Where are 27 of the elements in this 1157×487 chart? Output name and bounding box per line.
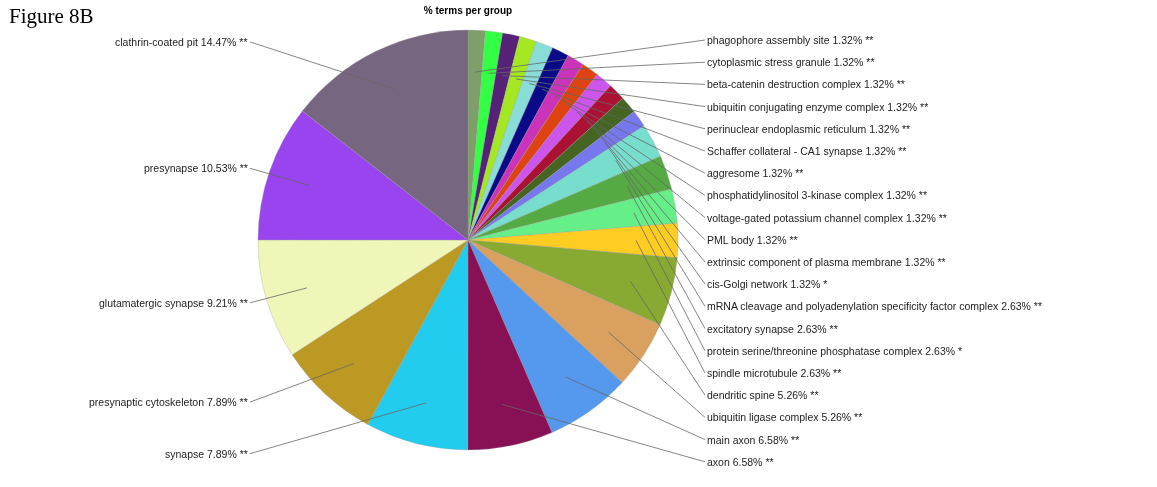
slice-label: dendritic spine 5.26% ** — [707, 389, 819, 401]
slice-label: perinuclear endoplasmic reticulum 1.32% ** — [707, 123, 911, 135]
slice-label: excitatory synapse 2.63% ** — [707, 323, 838, 335]
slice-label: beta-catenin destruction complex 1.32% ** — [707, 78, 905, 90]
slice-label: phosphatidylinositol 3-kinase complex 1.32% ** — [707, 189, 928, 201]
slice-label: protein serine/threonine phosphatase complex 2.63% * — [707, 345, 963, 357]
slice-label: spindle microtubule 2.63% ** — [707, 367, 842, 379]
slice-label: presynapse 10.53% ** — [144, 162, 248, 174]
slice-label: mRNA cleavage and polyadenylation specificity factor complex 2.63% ** — [707, 300, 1043, 312]
caption: Figure 8B — [9, 4, 94, 28]
slice-label: phagophore assembly site 1.32% ** — [707, 34, 874, 46]
slice-label: cytoplasmic stress granule 1.32% ** — [707, 56, 875, 68]
slice-label: main axon 6.58% ** — [707, 434, 800, 446]
slice-label: clathrin-coated pit 14.47% ** — [115, 36, 248, 48]
slice-label: Schaffer collateral - CA1 synapse 1.32% ** — [707, 145, 907, 157]
slice-label: aggresome 1.32% ** — [707, 167, 804, 179]
slice-label: voltage-gated potassium channel complex 1.32% ** — [707, 212, 947, 224]
slice-label: ubiquitin conjugating enzyme complex 1.32% ** — [707, 101, 929, 113]
slice-label: PML body 1.32% ** — [707, 234, 798, 246]
slice-label: axon 6.58% ** — [707, 456, 774, 468]
slice-label: presynaptic cytoskeleton 7.89% ** — [89, 396, 248, 408]
slice-label: synapse 7.89% ** — [165, 448, 248, 460]
chart-title: % terms per group — [423, 5, 513, 17]
slice-label: glutamatergic synapse 9.21% ** — [99, 297, 248, 309]
slice-label: cis-Golgi network 1.32% * — [707, 278, 828, 290]
slice-label: extrinsic component of plasma membrane 1.32% ** — [707, 256, 946, 268]
slice-label: ubiquitin ligase complex 5.26% ** — [707, 411, 863, 423]
